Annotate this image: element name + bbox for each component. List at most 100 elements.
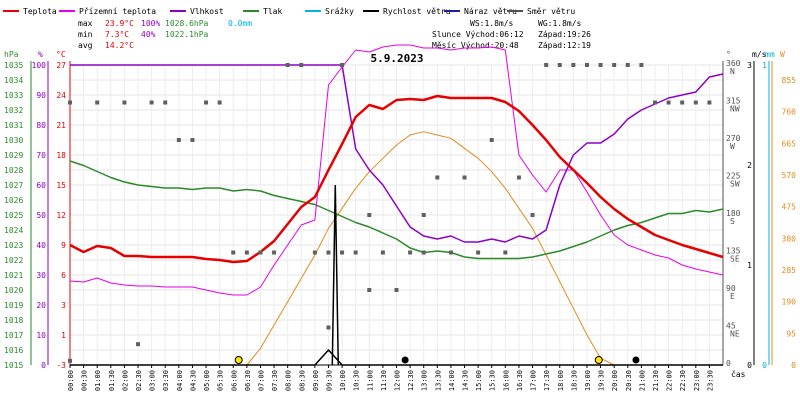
x-tick-label-30: 15:00 bbox=[475, 370, 483, 391]
x-tick-label-7: 03:30 bbox=[162, 370, 170, 391]
x-tick-label-16: 08:00 bbox=[285, 370, 293, 391]
x-tick-label-41: 20:30 bbox=[625, 370, 633, 391]
wind-dir-point-33 bbox=[476, 250, 481, 255]
wind-dir-point-7 bbox=[176, 138, 181, 142]
wind-dir-point-32 bbox=[462, 175, 467, 180]
x-tick-label-39: 19:30 bbox=[598, 370, 606, 391]
stat-max-rain: 0.0mm bbox=[228, 19, 252, 28]
tick-degc-3: 18 bbox=[56, 151, 66, 160]
tick-hpa-6: 1029 bbox=[4, 151, 23, 160]
tick-hpa-4: 1031 bbox=[4, 121, 23, 130]
tick-ms-2: 1 bbox=[747, 261, 752, 270]
tick-wm2-1: 760 bbox=[782, 108, 797, 117]
wind-dir-point-14 bbox=[272, 250, 277, 255]
x-tick-label-24: 12:00 bbox=[394, 370, 402, 391]
stat-max-press: 1028.6hPa bbox=[165, 19, 209, 28]
stat-min-temp: 7.3°C bbox=[105, 30, 129, 39]
tick-degc-10: -3 bbox=[56, 361, 66, 370]
wind-dir-point-37 bbox=[530, 213, 535, 217]
info-moon: Měsíc Východ:20:48 bbox=[432, 41, 519, 50]
legend-label-2: Vlhkost bbox=[190, 7, 224, 16]
x-tick-label-23: 11:30 bbox=[380, 370, 388, 391]
wind-dir-point-46 bbox=[652, 100, 657, 105]
tick-pct-7: 30 bbox=[36, 271, 46, 280]
x-tick-label-44: 22:00 bbox=[666, 370, 674, 391]
wind-dir-point-0 bbox=[68, 358, 72, 363]
tick-dir-lbl-7: NE bbox=[730, 330, 740, 339]
sun-marker-0 bbox=[234, 356, 243, 364]
tick-degc-4: 15 bbox=[56, 181, 66, 190]
tick-wm2-0: 855 bbox=[782, 76, 797, 85]
tick-pct-1: 90 bbox=[36, 91, 46, 100]
info-moonset: Západ:12:19 bbox=[538, 41, 591, 50]
x-tick-label-34: 17:00 bbox=[530, 370, 538, 391]
tick-wm2-5: 380 bbox=[782, 234, 797, 243]
x-tick-label-22: 11:00 bbox=[366, 370, 374, 391]
tick-hpa-3: 1032 bbox=[4, 106, 23, 115]
tick-dir-deg-4: 180 bbox=[726, 209, 741, 218]
tick-hpa-12: 1023 bbox=[4, 241, 23, 250]
tick-hpa-2: 1033 bbox=[4, 91, 23, 100]
tick-hpa-13: 1022 bbox=[4, 256, 23, 265]
tick-dir-deg-8: 0 bbox=[726, 359, 731, 368]
x-tick-label-4: 02:00 bbox=[121, 370, 129, 391]
wind-dir-point-22 bbox=[353, 250, 358, 255]
unit-ms: m/s bbox=[752, 50, 767, 59]
x-tick-label-32: 16:00 bbox=[502, 370, 510, 391]
wind-dir-point-5 bbox=[149, 100, 154, 105]
wind-dir-point-20 bbox=[340, 250, 345, 255]
tick-dir-deg-5: 135 bbox=[726, 247, 741, 256]
legend-label-0: Teplota bbox=[23, 7, 57, 16]
series-line-3 bbox=[69, 160, 724, 260]
x-tick-label-45: 22:30 bbox=[679, 370, 687, 391]
tick-hpa-19: 1016 bbox=[4, 346, 23, 355]
x-tick-label-40: 20:00 bbox=[611, 370, 619, 391]
tick-wm2-3: 570 bbox=[782, 171, 797, 180]
x-tick-label-11: 05:30 bbox=[217, 370, 225, 391]
x-tick-label-31: 15:30 bbox=[489, 370, 497, 391]
tick-hpa-1: 1034 bbox=[4, 76, 23, 85]
wind-dir-point-38 bbox=[544, 63, 549, 67]
x-tick-label-8: 04:00 bbox=[176, 370, 184, 391]
tick-hpa-17: 1018 bbox=[4, 316, 23, 325]
stat-max-label: max bbox=[78, 19, 93, 28]
x-tick-label-21: 10:30 bbox=[353, 370, 361, 391]
tick-dir-lbl-4: S bbox=[730, 217, 735, 226]
stat-min-hum: 40% bbox=[141, 30, 156, 39]
wind-dir-point-48 bbox=[680, 100, 685, 105]
wind-dir-point-40 bbox=[571, 63, 576, 67]
tick-wm2-6: 285 bbox=[782, 266, 797, 275]
wind-dir-point-2 bbox=[95, 100, 100, 105]
tick-hpa-18: 1017 bbox=[4, 331, 23, 340]
tick-wm2-8: 95 bbox=[786, 329, 796, 338]
tick-degc-7: 6 bbox=[61, 271, 66, 280]
wind-dir-point-12 bbox=[244, 250, 249, 255]
stats-block: max 23.9°C 100% 1028.6hPa 0.0mm min 7.3°… bbox=[78, 19, 252, 50]
wind-dir-point-50 bbox=[707, 100, 712, 105]
tick-degc-9: 1 bbox=[61, 331, 66, 340]
tick-dir-deg-1: 315 bbox=[726, 97, 741, 106]
wind-dir-point-6 bbox=[163, 100, 168, 105]
unit-degc: °C bbox=[56, 50, 66, 59]
x-tick-label-27: 13:30 bbox=[434, 370, 442, 391]
tick-hpa-0: 1035 bbox=[4, 61, 23, 70]
wind-dir-point-13 bbox=[258, 250, 263, 255]
x-tick-label-33: 16:30 bbox=[516, 370, 524, 391]
wind-dir-point-30 bbox=[435, 175, 440, 180]
wind-dir-point-11 bbox=[231, 250, 236, 255]
unit-wm2: W bbox=[780, 50, 785, 59]
wind-dir-point-44 bbox=[625, 63, 630, 67]
info-sun: Slunce Východ:06:12 bbox=[432, 30, 524, 39]
legend: Teplota Přízemní teplota Vlhkost Tlak Srážky… bbox=[3, 7, 575, 16]
wind-dir-point-16 bbox=[299, 63, 304, 67]
unit-pct: % bbox=[38, 50, 43, 59]
tick-pct-10: 0 bbox=[41, 361, 46, 370]
legend-label-4: Srážky bbox=[325, 7, 354, 16]
legend-label-7: Směr větru bbox=[527, 7, 575, 16]
x-tick-label-5: 02:30 bbox=[135, 370, 143, 391]
tick-hpa-11: 1024 bbox=[4, 226, 23, 235]
stat-avg-temp: 14.2°C bbox=[105, 41, 134, 50]
wind-dir-point-21 bbox=[340, 63, 345, 67]
